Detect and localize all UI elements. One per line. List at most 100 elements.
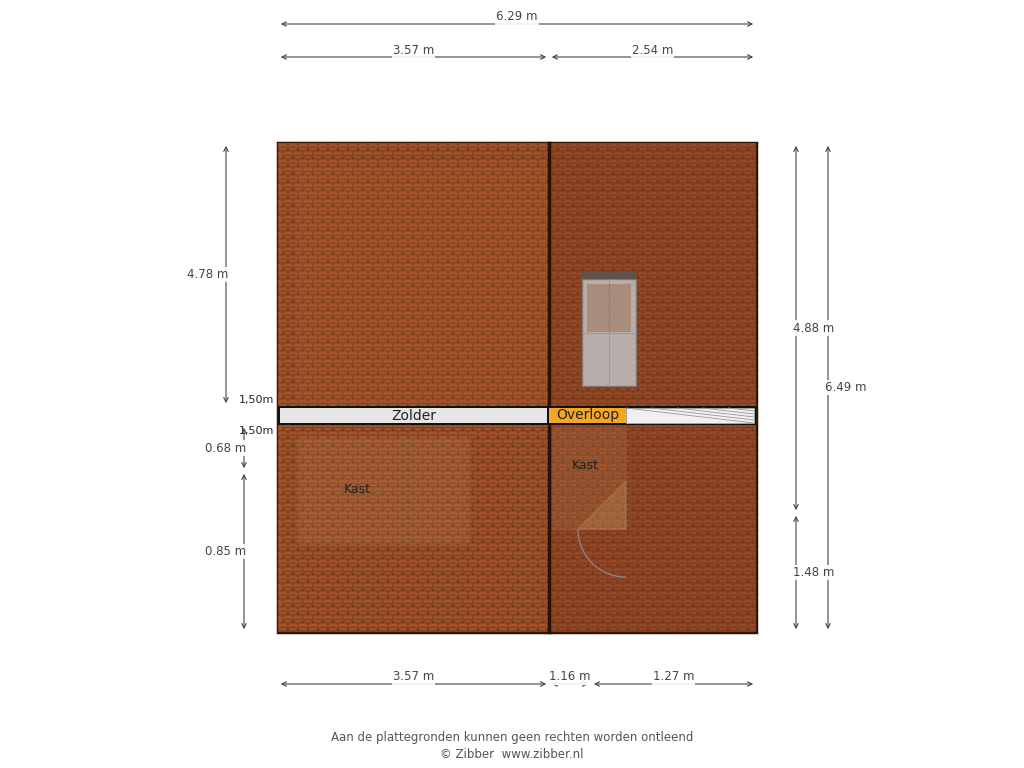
- Bar: [413, 215, 423, 223]
- Bar: [653, 247, 663, 255]
- Bar: [603, 551, 613, 559]
- Bar: [713, 311, 723, 319]
- Bar: [743, 487, 753, 495]
- Bar: [628, 415, 638, 423]
- Bar: [473, 423, 483, 431]
- Bar: [318, 591, 328, 599]
- Bar: [368, 399, 378, 407]
- Bar: [663, 359, 673, 367]
- Bar: [548, 495, 558, 503]
- Bar: [313, 151, 323, 159]
- Bar: [343, 551, 353, 559]
- Bar: [388, 191, 398, 199]
- Bar: [403, 247, 413, 255]
- Bar: [648, 495, 658, 503]
- Bar: [473, 407, 483, 415]
- Bar: [563, 583, 573, 591]
- Bar: [328, 559, 338, 567]
- Bar: [383, 343, 393, 351]
- Bar: [333, 455, 343, 463]
- Bar: [318, 623, 328, 631]
- Bar: [743, 327, 753, 335]
- Bar: [423, 391, 433, 399]
- Bar: [453, 407, 463, 415]
- Bar: [393, 359, 403, 367]
- Bar: [408, 191, 418, 199]
- Bar: [338, 335, 348, 343]
- Bar: [698, 559, 708, 567]
- Bar: [673, 215, 683, 223]
- Bar: [343, 215, 353, 223]
- Bar: [653, 263, 663, 271]
- Bar: [348, 543, 358, 551]
- Bar: [568, 367, 578, 375]
- Bar: [288, 511, 298, 519]
- Bar: [408, 255, 418, 263]
- Bar: [308, 495, 318, 503]
- Bar: [378, 607, 388, 615]
- Bar: [358, 399, 368, 407]
- Bar: [743, 183, 753, 191]
- Bar: [449, 239, 458, 247]
- Bar: [528, 271, 538, 279]
- Bar: [748, 479, 756, 487]
- Bar: [293, 407, 303, 415]
- Bar: [678, 415, 688, 423]
- Bar: [588, 207, 598, 215]
- Bar: [488, 207, 498, 215]
- Bar: [298, 287, 308, 295]
- Bar: [608, 303, 618, 311]
- Bar: [293, 423, 303, 431]
- Bar: [373, 567, 383, 575]
- Bar: [493, 375, 503, 383]
- Bar: [308, 479, 318, 487]
- Bar: [713, 391, 723, 399]
- Bar: [553, 407, 563, 415]
- Bar: [468, 367, 478, 375]
- Bar: [738, 431, 748, 439]
- Bar: [713, 631, 723, 632]
- Bar: [438, 447, 449, 455]
- Bar: [563, 599, 573, 607]
- Bar: [693, 391, 703, 399]
- Bar: [708, 623, 718, 631]
- Bar: [293, 551, 303, 559]
- Bar: [278, 351, 288, 359]
- Bar: [733, 215, 743, 223]
- Bar: [693, 551, 703, 559]
- Bar: [563, 519, 573, 527]
- Bar: [658, 399, 668, 407]
- Bar: [718, 159, 728, 167]
- Bar: [728, 223, 738, 231]
- Bar: [518, 351, 528, 359]
- Bar: [323, 519, 333, 527]
- Bar: [393, 583, 403, 591]
- Bar: [333, 519, 343, 527]
- Bar: [603, 343, 613, 351]
- Bar: [378, 367, 388, 375]
- Bar: [408, 559, 418, 567]
- Bar: [508, 479, 518, 487]
- Bar: [728, 303, 738, 311]
- Bar: [513, 231, 523, 239]
- Bar: [373, 471, 383, 479]
- Bar: [538, 143, 548, 151]
- Bar: [534, 423, 543, 431]
- Bar: [353, 183, 362, 191]
- Bar: [449, 431, 458, 439]
- Bar: [403, 343, 413, 351]
- Bar: [503, 295, 513, 303]
- Bar: [318, 191, 328, 199]
- Bar: [613, 615, 623, 623]
- Bar: [598, 223, 608, 231]
- Bar: [388, 495, 398, 503]
- Bar: [323, 295, 333, 303]
- Bar: [303, 167, 313, 175]
- Bar: [633, 583, 643, 591]
- Bar: [343, 231, 353, 239]
- Bar: [513, 167, 523, 175]
- Bar: [558, 367, 568, 375]
- Bar: [493, 439, 503, 447]
- Bar: [693, 199, 703, 207]
- Text: 1,50m: 1,50m: [239, 395, 274, 405]
